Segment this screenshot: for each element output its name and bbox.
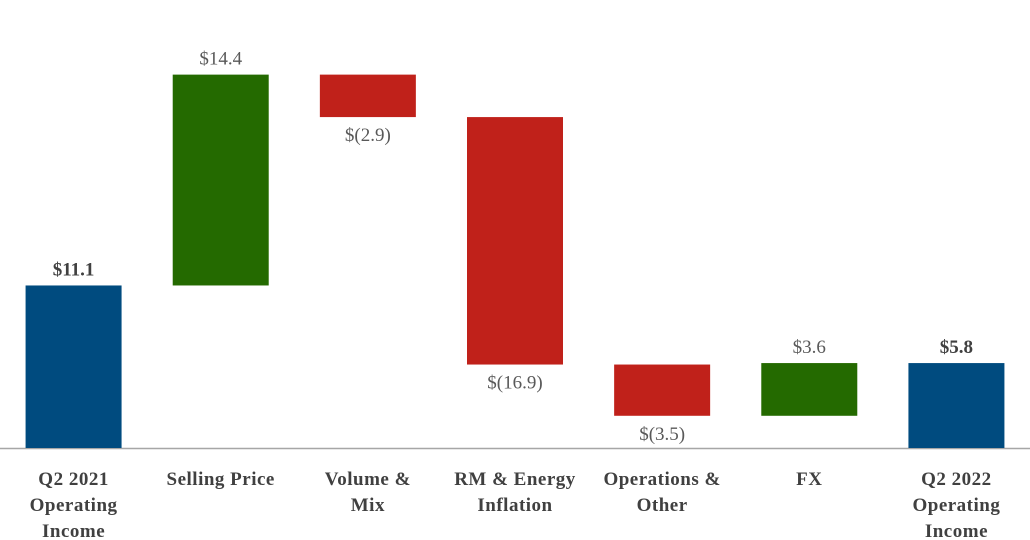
bar-2 bbox=[319, 74, 416, 118]
bar-1 bbox=[172, 74, 269, 286]
category-label-5: FX bbox=[796, 469, 822, 490]
data-label-0: $11.1 bbox=[53, 259, 95, 280]
category-label-6: Q2 2022 Operating Income bbox=[912, 469, 1000, 540]
category-label-0: Q2 2021 Operating Income bbox=[30, 469, 118, 540]
data-label-4: $(3.5) bbox=[639, 424, 685, 445]
data-label-2: $(2.9) bbox=[345, 125, 391, 146]
bar-3 bbox=[467, 117, 563, 365]
bar-0 bbox=[25, 285, 122, 448]
category-label-3: RM & Energy Inflation bbox=[454, 469, 576, 516]
category-label-2: Volume & Mix bbox=[325, 469, 411, 516]
data-label-3: $(16.9) bbox=[487, 373, 542, 394]
bar-6 bbox=[908, 363, 1005, 448]
bar-4 bbox=[614, 364, 711, 416]
data-label-1: $14.4 bbox=[199, 49, 242, 70]
category-label-1: Selling Price bbox=[167, 469, 275, 490]
data-label-5: $3.6 bbox=[793, 337, 826, 358]
data-label-6: $5.8 bbox=[940, 337, 973, 358]
bar-5 bbox=[761, 363, 858, 416]
category-label-4: Operations & Other bbox=[603, 469, 720, 516]
